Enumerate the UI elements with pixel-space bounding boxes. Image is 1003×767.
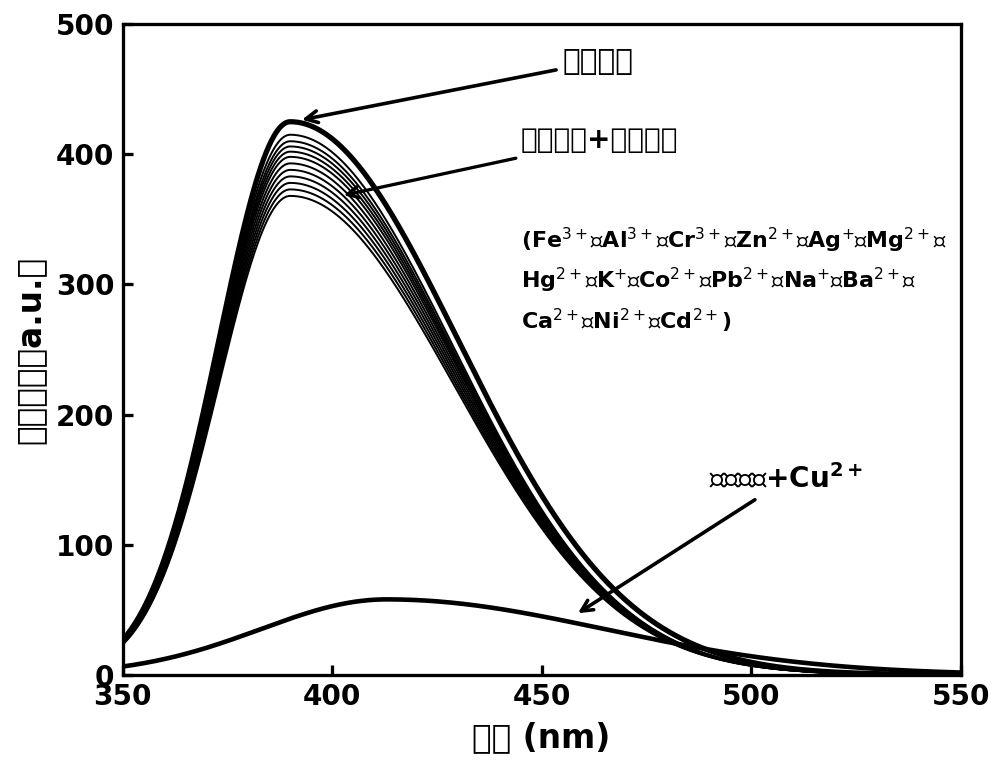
Y-axis label: 荧光强度（a.u.）: 荧光强度（a.u.） — [13, 255, 46, 443]
Text: 荧光探针+其他离子: 荧光探针+其他离子 — [347, 127, 678, 198]
Text: 荧光探针: 荧光探针 — [306, 48, 634, 123]
Text: 荧光探针+$\mathbf{Cu^{2+}}$: 荧光探针+$\mathbf{Cu^{2+}}$ — [582, 465, 864, 611]
Text: (Fe$^{3+}$、Al$^{3+}$、Cr$^{3+}$、Zn$^{2+}$、Ag$^{+}$、Mg$^{2+}$、
Hg$^{2+}$、K$^{+}$、C: (Fe$^{3+}$、Al$^{3+}$、Cr$^{3+}$、Zn$^{2+}$… — [521, 225, 947, 335]
X-axis label: 波长 (nm): 波长 (nm) — [472, 721, 611, 754]
